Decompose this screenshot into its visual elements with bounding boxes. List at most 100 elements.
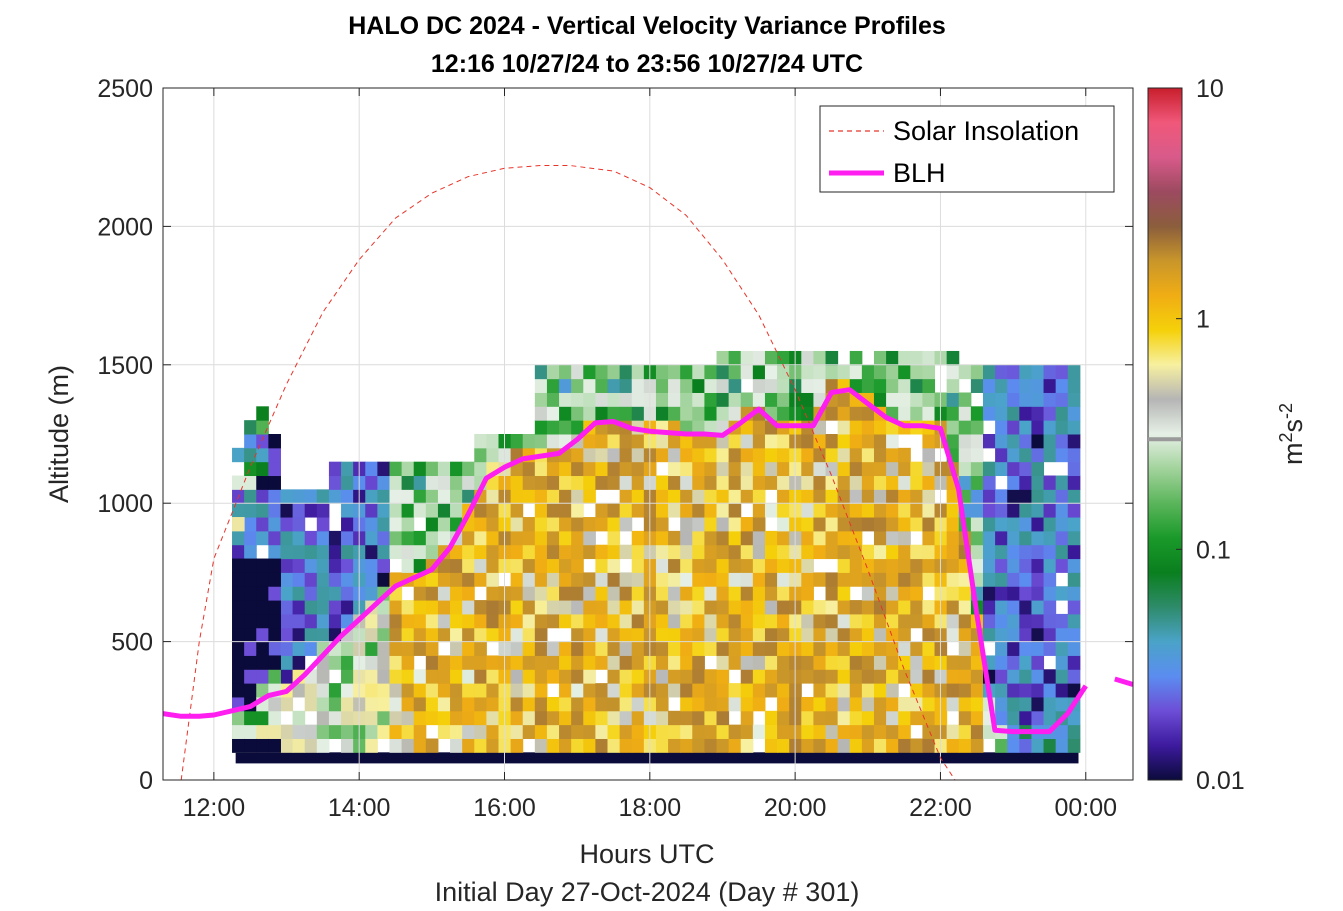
heatmap-cell [1067, 586, 1081, 601]
heatmap-cell [668, 572, 681, 587]
heatmap-cell [837, 392, 851, 407]
heatmap-cell [910, 350, 923, 366]
heatmap-cell [970, 461, 984, 477]
heatmap-cell [559, 724, 572, 739]
heatmap-cell [631, 683, 645, 698]
heatmap-cell [256, 669, 269, 684]
heatmap-cell [619, 475, 633, 490]
heatmap-cell [450, 600, 463, 615]
heatmap-cell [655, 600, 669, 615]
heatmap-cell [425, 738, 439, 753]
heatmap-cell [571, 378, 584, 393]
heatmap-cell [692, 627, 705, 643]
heatmap-cell [559, 586, 572, 601]
heatmap-cell [244, 669, 257, 684]
heatmap-cell [680, 710, 693, 726]
heatmap-cell [680, 475, 693, 490]
heatmap-cell [437, 669, 451, 684]
heatmap-cell [280, 558, 294, 573]
colorbar-tick-label: 10 [1196, 75, 1224, 103]
heatmap-cell [995, 392, 1008, 407]
heatmap-cell [1007, 475, 1020, 490]
heatmap-cell [668, 544, 681, 560]
heatmap-cell [522, 558, 536, 573]
heatmap-cell [510, 475, 524, 490]
heatmap-cell [365, 586, 378, 601]
heatmap-cell [873, 434, 887, 449]
heatmap-cell [437, 683, 451, 698]
heatmap-cell [692, 364, 705, 380]
heatmap-cell [1019, 738, 1032, 753]
heatmap-cell [886, 517, 899, 532]
heatmap-cell [607, 683, 621, 698]
heatmap-cell [837, 503, 851, 518]
heatmap-cell [958, 613, 972, 629]
heatmap-cell [244, 447, 257, 463]
heatmap-cell [571, 710, 584, 726]
heatmap-cell [486, 613, 499, 629]
heatmap-cell [244, 530, 257, 546]
heatmap-cell [474, 641, 487, 656]
heatmap-cell [873, 420, 887, 435]
heatmap-cell [740, 600, 754, 615]
heatmap-cell [268, 461, 281, 477]
heatmap-cell [813, 503, 827, 518]
heatmap-cell [571, 641, 584, 656]
heatmap-cell [849, 696, 863, 712]
heatmap-cell [425, 655, 439, 670]
heatmap-cell [1019, 517, 1032, 532]
heatmap-cell [631, 669, 645, 684]
heatmap-cell [740, 669, 754, 684]
plot-frame [162, 87, 1134, 781]
heatmap-cell [764, 461, 778, 477]
heatmap-cell [486, 586, 499, 601]
heatmap-cell [849, 503, 863, 518]
heatmap-cell [534, 641, 548, 656]
heatmap-cell [607, 655, 621, 670]
heatmap-cell [232, 475, 245, 490]
heatmap-cell [801, 544, 814, 560]
heatmap-cell [1019, 364, 1032, 380]
heatmap-cell [764, 350, 778, 366]
heatmap-cell [256, 710, 269, 726]
heatmap-cell [1043, 364, 1057, 380]
heatmap-cell [268, 572, 281, 587]
heatmap-cell [486, 530, 499, 546]
heatmap-cell [813, 475, 827, 490]
heatmap-cell [837, 364, 851, 380]
heatmap-cell [437, 572, 451, 587]
heatmap-cell [898, 655, 911, 670]
heatmap-cell [970, 696, 984, 712]
colorbar-tick-label: 1 [1196, 306, 1210, 334]
heatmap-cell [619, 461, 633, 477]
heatmap-cell [813, 434, 827, 449]
heatmap-cell [328, 696, 342, 712]
heatmap-cell [377, 475, 390, 490]
heatmap-cell [401, 710, 415, 726]
heatmap-cell [958, 724, 972, 739]
heatmap-cell [716, 613, 730, 629]
heatmap-cell [704, 461, 718, 477]
heatmap-cell [922, 696, 936, 712]
heatmap-cell [534, 627, 548, 643]
heatmap-cell [861, 600, 875, 615]
heatmap-cell [256, 627, 269, 643]
heatmap-cell [1055, 530, 1069, 546]
heatmap-cell [910, 586, 923, 601]
heatmap-cell [1043, 392, 1057, 407]
heatmap-cell [849, 544, 863, 560]
blh-line [162, 387, 1088, 735]
heatmap-cell [946, 517, 960, 532]
heatmap-cell [655, 641, 669, 656]
heatmap-cell [1031, 696, 1045, 712]
heatmap-cell [825, 406, 839, 421]
heatmap-cell [668, 613, 681, 629]
heatmap-cell [777, 461, 790, 477]
heatmap-cell [534, 392, 548, 407]
heatmap-cell [559, 406, 572, 421]
heatmap-cell [740, 350, 754, 366]
heatmap-cell [873, 724, 887, 739]
heatmap-cell [1019, 461, 1032, 477]
heatmap-cell [995, 503, 1008, 518]
heatmap-cell [607, 544, 621, 560]
